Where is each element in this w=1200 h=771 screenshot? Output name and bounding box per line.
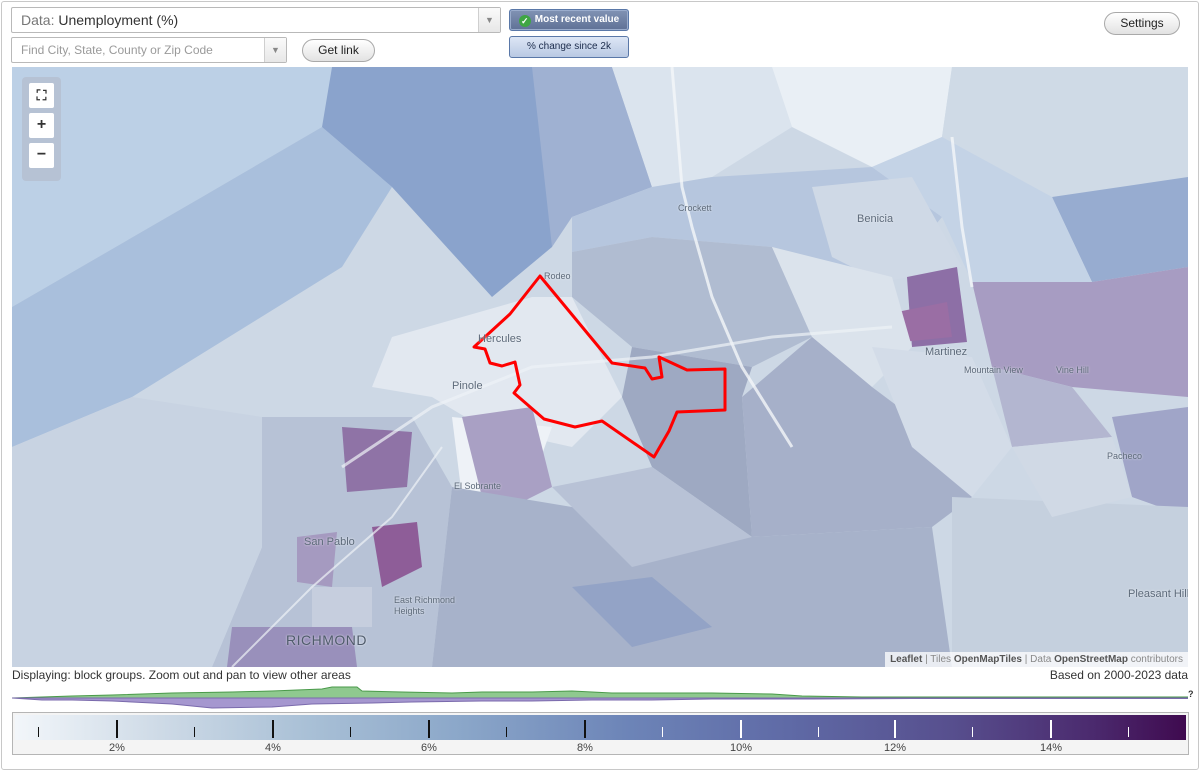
most-recent-value-label: Most recent value xyxy=(534,14,620,25)
get-link-button[interactable]: Get link xyxy=(302,39,375,62)
attribution-leaflet-link[interactable]: Leaflet xyxy=(890,654,923,665)
map-attribution: Leaflet | Tiles OpenMapTiles | Data Open… xyxy=(885,652,1188,667)
legend-minor-tick xyxy=(350,727,351,737)
chevron-down-icon[interactable]: ▼ xyxy=(478,8,500,32)
location-search[interactable]: ▼ xyxy=(11,37,287,63)
place-label-richmond: RICHMOND xyxy=(286,632,367,648)
legend-gradient xyxy=(15,715,1186,740)
percent-change-label: % change since 2k xyxy=(527,41,611,52)
fit-bounds-icon[interactable]: ⛶ xyxy=(29,83,54,108)
place-label-benicia: Benicia xyxy=(857,213,894,225)
legend-tick xyxy=(272,720,274,738)
attribution-tiles-prefix: Tiles xyxy=(930,654,952,665)
map-view[interactable]: Crockett Benicia Rodeo Hercules Pinole M… xyxy=(12,67,1188,667)
attribution-tiles-link[interactable]: OpenMapTiles xyxy=(953,654,1022,665)
percent-change-toggle[interactable]: % change since 2k xyxy=(509,36,629,58)
check-icon: ✓ xyxy=(518,15,531,27)
legend-tick xyxy=(584,720,586,738)
color-legend: 2% 4% 6% 8% 10% 12% 14% xyxy=(12,712,1189,755)
place-label-vine-hill: Vine Hill xyxy=(1056,365,1089,375)
legend-tick xyxy=(116,720,118,738)
attribution-osm-link[interactable]: OpenStreetMap xyxy=(1054,654,1128,665)
data-select-prefix: Data: xyxy=(21,12,55,28)
legend-label-8: 8% xyxy=(577,742,593,754)
location-search-input[interactable] xyxy=(12,38,262,62)
data-range-note: Based on 2000-2023 data xyxy=(1049,668,1188,682)
place-label-crockett: Crockett xyxy=(678,203,712,213)
settings-button[interactable]: Settings xyxy=(1104,12,1180,35)
place-label-east-richmond-heights: East Richmond Heights xyxy=(394,595,456,616)
legend-minor-tick xyxy=(972,727,973,737)
legend-label-4: 4% xyxy=(265,742,281,754)
legend-minor-tick xyxy=(818,727,819,737)
legend-minor-tick xyxy=(1128,727,1129,737)
legend-tick xyxy=(1050,720,1052,738)
place-label-martinez: Martinez xyxy=(925,346,968,358)
place-label-el-sobrante: El Sobrante xyxy=(454,481,502,491)
data-select[interactable]: Data: Unemployment (%) ▼ xyxy=(11,7,501,33)
legend-minor-tick xyxy=(506,727,507,737)
legend-label-10: 10% xyxy=(729,742,753,754)
attribution-data-prefix: Data xyxy=(1030,654,1052,665)
place-label-pacheco: Pacheco xyxy=(1107,451,1143,461)
legend-label-6: 6% xyxy=(421,742,437,754)
value-histogram xyxy=(12,686,1188,709)
legend-minor-tick xyxy=(662,727,663,737)
zoom-in-button[interactable]: + xyxy=(29,113,54,138)
legend-tick xyxy=(894,720,896,738)
place-label-hercules: Hercules xyxy=(478,333,522,345)
legend-minor-tick xyxy=(194,727,195,737)
zoom-out-button[interactable]: − xyxy=(29,143,54,168)
legend-tick xyxy=(428,720,430,738)
choropleth-layer xyxy=(12,67,1188,667)
legend-tick xyxy=(740,720,742,738)
place-label-mountain-view: Mountain View xyxy=(964,365,1023,375)
legend-minor-tick xyxy=(38,727,39,737)
zoom-controls: ⛶ + − xyxy=(22,77,61,181)
chevron-down-icon[interactable]: ▼ xyxy=(264,38,286,62)
display-status: Displaying: block groups. Zoom out and p… xyxy=(12,668,351,682)
data-select-value: Unemployment (%) xyxy=(58,12,179,28)
attribution-suffix: contributors xyxy=(1130,654,1183,665)
legend-label-14: 14% xyxy=(1039,742,1063,754)
histogram-unknown-marker: ? xyxy=(1188,689,1194,699)
place-label-pleasant-hill: Pleasant Hill xyxy=(1128,588,1188,600)
most-recent-value-toggle[interactable]: ✓ Most recent value xyxy=(509,9,629,31)
place-label-pinole: Pinole xyxy=(452,380,483,392)
legend-label-2: 2% xyxy=(109,742,125,754)
place-label-san-pablo: San Pablo xyxy=(304,536,355,548)
selected-area-outline xyxy=(472,274,727,459)
legend-label-12: 12% xyxy=(883,742,907,754)
place-label-rodeo: Rodeo xyxy=(544,271,571,281)
